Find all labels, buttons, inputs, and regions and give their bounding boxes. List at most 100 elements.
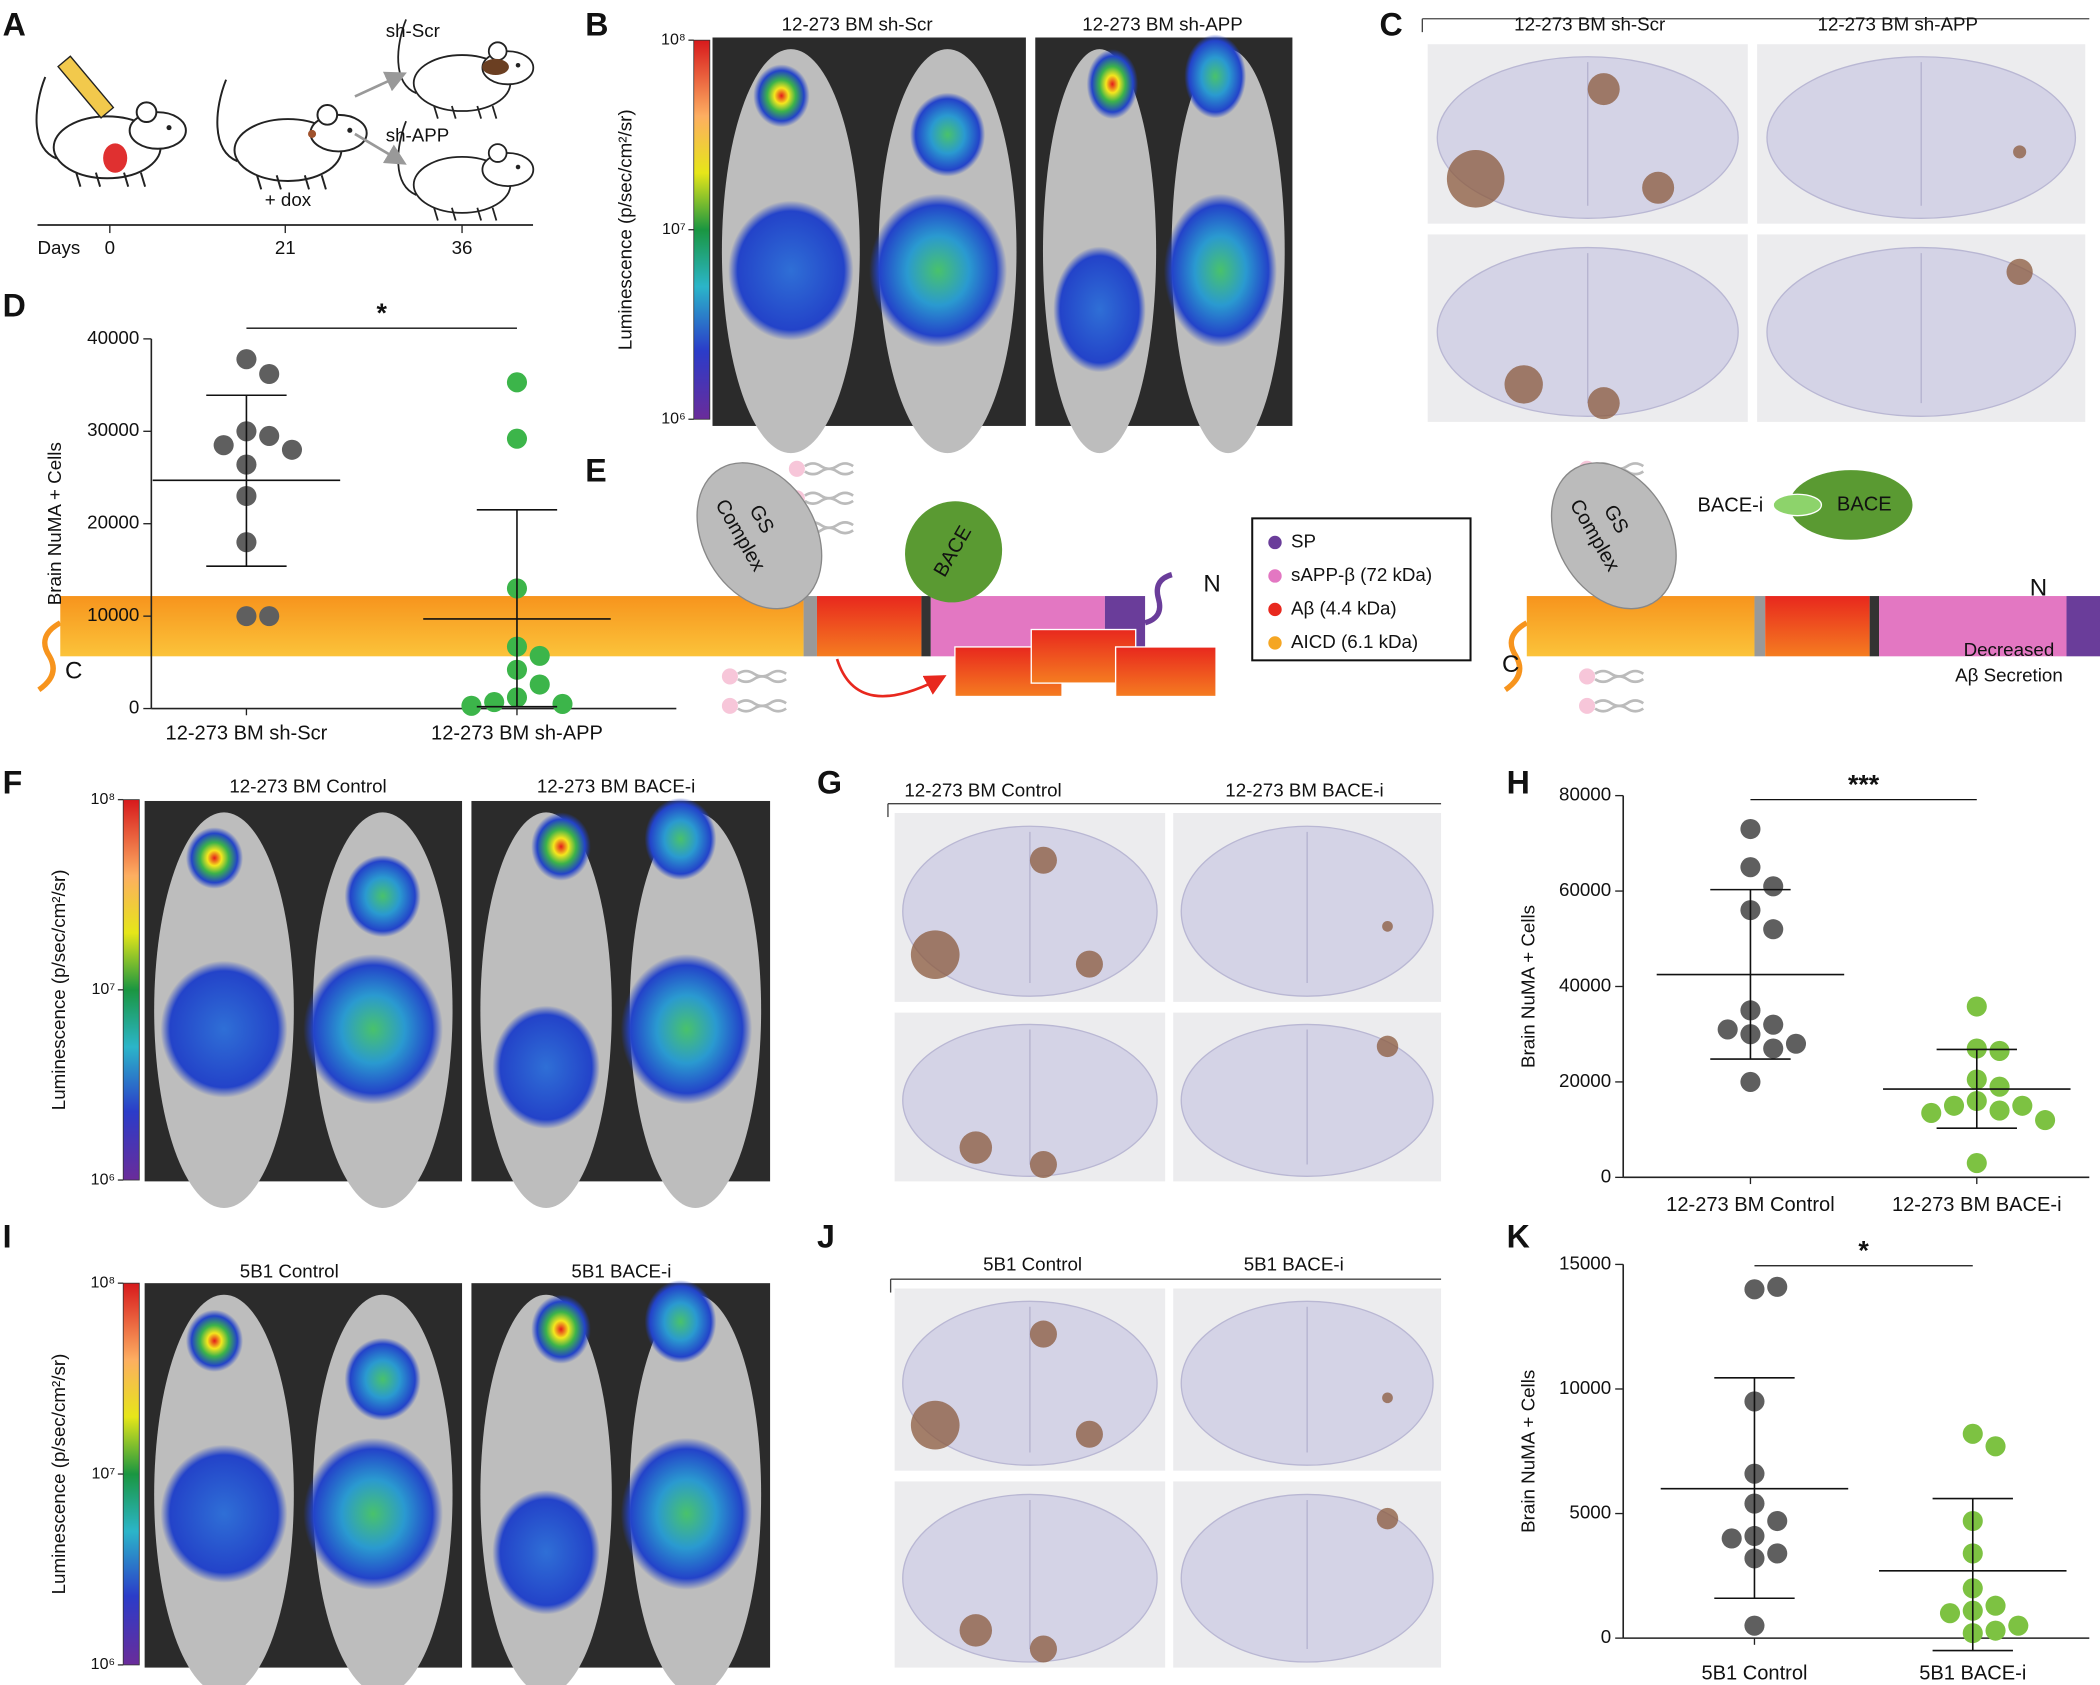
data-point	[1717, 1019, 1738, 1040]
y-tick-label: 60000	[1559, 879, 1611, 900]
y-tick-label: 30000	[87, 419, 139, 440]
tumor-stain	[1075, 1420, 1103, 1448]
tumor-stain	[1382, 1392, 1393, 1404]
data-point	[1767, 1510, 1788, 1532]
lipid-tail	[1594, 669, 1645, 684]
lipid-head	[788, 460, 805, 477]
y-tick-label: 20000	[1559, 1070, 1611, 1091]
significance-label: *	[376, 298, 387, 328]
y-tick-label: 0	[129, 697, 139, 718]
data-point	[529, 645, 550, 666]
bace	[1789, 470, 1913, 540]
mouse-leg	[433, 207, 439, 221]
protein-segment	[2066, 596, 2100, 657]
protein-segment	[1754, 596, 1766, 657]
data-point	[1721, 1528, 1742, 1549]
colorbar-tick-label: 10⁷	[91, 1464, 115, 1482]
tumor-dot	[308, 129, 317, 138]
signal	[531, 812, 591, 881]
protein-segment	[921, 596, 931, 657]
gs-complex	[696, 462, 823, 610]
signal	[869, 193, 1008, 348]
tumor-stain	[1029, 1320, 1057, 1348]
mouse-ear	[135, 101, 158, 124]
data-point	[1740, 1071, 1761, 1092]
mouse-leg	[256, 175, 263, 190]
protein-segment	[803, 596, 817, 657]
label: BACE-i	[1697, 495, 1763, 517]
legend-box	[1251, 517, 1472, 662]
abeta-fragment	[1114, 646, 1217, 698]
significance-label: ***	[1848, 769, 1880, 799]
mouse-leg	[491, 207, 498, 221]
mouse-eye	[166, 125, 172, 131]
data-point	[1740, 857, 1761, 878]
signal	[644, 797, 717, 881]
data-point	[1744, 1279, 1765, 1300]
label: N	[2030, 575, 2047, 602]
mouse-leg	[275, 175, 282, 190]
mouse-leg	[491, 105, 498, 119]
y-axis-label: Brain NuMA + Cells	[1517, 1370, 1538, 1533]
heart	[103, 143, 128, 173]
gs-complex	[1550, 462, 1677, 610]
column-title: 5B1 Control	[240, 1260, 339, 1281]
arrow	[354, 71, 407, 98]
data-point	[2035, 1110, 2056, 1131]
branch-label: sh-Scr	[386, 20, 440, 41]
signal	[620, 1437, 753, 1590]
column-title: 12-273 BM sh-APP	[1818, 13, 1978, 34]
signal	[160, 960, 288, 1098]
data-point	[2012, 1095, 2033, 1116]
data-point	[1943, 1095, 1965, 1116]
signal	[492, 1489, 600, 1615]
panel-label: C	[1379, 6, 1402, 42]
colorbar-tick-label: 10⁷	[91, 980, 115, 998]
data-point	[236, 606, 257, 627]
data-point	[1985, 1595, 2006, 1616]
signal	[344, 854, 421, 938]
x-tick-label: 5B1 BACE-i	[1919, 1663, 2026, 1685]
data-point	[506, 372, 528, 393]
signal	[1086, 49, 1139, 120]
tumor-stain	[1029, 846, 1057, 874]
data-point	[1985, 1436, 2006, 1457]
data-point	[1763, 919, 1784, 940]
data-point	[259, 606, 280, 627]
lipid-tail	[737, 699, 787, 713]
data-point	[213, 435, 234, 456]
tumor-stain	[910, 1400, 960, 1450]
data-point	[1785, 1033, 1807, 1054]
bace-inhibitor	[1772, 493, 1823, 517]
n-tail	[1144, 572, 1173, 626]
mouse-tail	[397, 19, 417, 95]
column-title: 12-273 BM BACE-i	[1225, 780, 1383, 801]
tumor-stain	[959, 1131, 993, 1164]
x-tick-label: 5B1 Control	[1701, 1663, 1807, 1685]
mouse-eye	[515, 164, 521, 170]
column-title: 5B1 BACE-i	[1244, 1254, 1344, 1275]
y-tick-label: 80000	[1559, 784, 1611, 805]
colorbar-tick-label: 10⁶	[91, 1655, 115, 1673]
cleavage-arrow	[835, 658, 947, 698]
column-title: 5B1 BACE-i	[571, 1260, 671, 1281]
data-point	[1767, 1543, 1788, 1564]
tumor-stain	[1075, 950, 1103, 978]
data-point	[259, 425, 280, 446]
lipid-head	[721, 668, 738, 685]
signal	[1184, 34, 1247, 119]
label: N	[1203, 571, 1220, 598]
mouse-leg	[451, 105, 457, 119]
c-tail	[37, 620, 62, 693]
tumor-stain	[1029, 1635, 1057, 1663]
mouse-leg	[476, 105, 482, 119]
legend-label: sAPP-β (72 kDa)	[1291, 564, 1432, 585]
legend-label: Aβ (4.4 kDa)	[1291, 597, 1397, 618]
mouse-leg	[139, 172, 147, 187]
mouse-leg	[476, 207, 482, 221]
mouse-eye	[347, 127, 353, 133]
y-tick-label: 5000	[1569, 1502, 1611, 1523]
timeline-axis-label: Days	[38, 237, 81, 258]
colorbar-tick-label: 10⁸	[661, 30, 686, 48]
x-tick-label: 12-273 BM sh-APP	[431, 722, 603, 744]
